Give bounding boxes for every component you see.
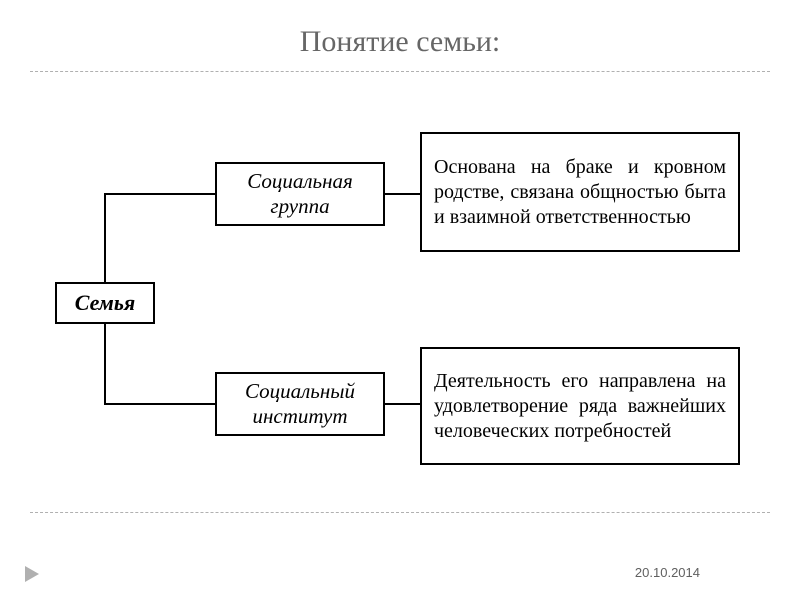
node-branch-top: Социальная группа <box>215 162 385 226</box>
footer-divider <box>30 512 770 513</box>
node-branch-bottom-label: Социальный институт <box>227 379 373 429</box>
node-root: Семья <box>55 282 155 324</box>
page-title: Понятие семьи: <box>0 0 800 71</box>
diagram: Семья Социальная группа Социальный инсти… <box>0 72 800 512</box>
footer-date: 20.10.2014 <box>635 565 700 580</box>
node-desc-bottom: Деятельность его направлена на удовлетво… <box>420 347 740 465</box>
node-desc-bottom-label: Деятельность его направлена на удовлетво… <box>434 369 726 444</box>
node-desc-top-label: Основана на браке и кровном родстве, свя… <box>434 155 726 230</box>
node-root-label: Семья <box>75 290 136 316</box>
nav-arrow-icon <box>25 566 39 582</box>
node-branch-top-label: Социальная группа <box>227 169 373 219</box>
node-desc-top: Основана на браке и кровном родстве, свя… <box>420 132 740 252</box>
node-branch-bottom: Социальный институт <box>215 372 385 436</box>
